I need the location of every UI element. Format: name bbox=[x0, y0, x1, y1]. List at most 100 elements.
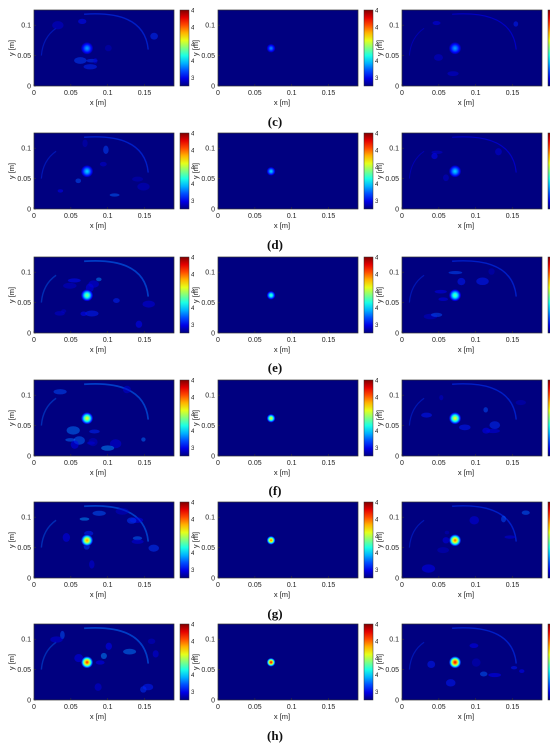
x-tick-label: 0.1 bbox=[287, 582, 297, 589]
x-tick-label: 0.05 bbox=[432, 337, 446, 344]
colorbar-tick-label: 44 bbox=[191, 394, 194, 401]
noise-blob bbox=[54, 311, 65, 316]
ring-artifact bbox=[408, 397, 425, 426]
y-tick-label: 0.05 bbox=[201, 53, 215, 60]
ring-artifact bbox=[408, 274, 425, 303]
plot-frame bbox=[401, 379, 543, 457]
y-tick-label: 0.05 bbox=[385, 53, 399, 60]
x-axis-label: x [m] bbox=[458, 221, 474, 230]
hotspot bbox=[449, 42, 462, 55]
hotspot bbox=[449, 656, 462, 669]
x-axis-label: x [m] bbox=[274, 221, 290, 230]
x-tick-label: 0.15 bbox=[138, 460, 152, 467]
noise-blob bbox=[79, 517, 90, 521]
hotspot bbox=[81, 42, 94, 55]
noise-blob bbox=[70, 440, 79, 449]
x-tick-label: 0.1 bbox=[103, 337, 113, 344]
noise-blob bbox=[67, 278, 81, 283]
y-tick-label: 0.05 bbox=[17, 300, 31, 307]
noise-blob bbox=[60, 630, 65, 640]
colorbar-tick-label: 46 bbox=[375, 378, 378, 385]
plot-background bbox=[218, 380, 358, 456]
x-tick-label: 0.05 bbox=[432, 90, 446, 97]
colorbar-tick-label: 46 bbox=[375, 131, 378, 138]
colorbar bbox=[363, 256, 374, 334]
plot-frame bbox=[401, 623, 543, 701]
colorbar bbox=[179, 623, 190, 701]
noise-blob bbox=[447, 71, 459, 77]
y-axis-label: y [m] bbox=[375, 410, 384, 426]
ring-artifact bbox=[40, 397, 57, 426]
y-tick-label: 0.05 bbox=[17, 176, 31, 183]
y-axis-label: y [m] bbox=[191, 163, 200, 179]
x-tick-label: 0 bbox=[400, 460, 404, 467]
x-tick-label: 0.15 bbox=[138, 337, 152, 344]
colorbar-tick-label: 40 bbox=[375, 550, 378, 557]
colorbar-tick-label: 40 bbox=[375, 305, 378, 312]
colorbar-tick-label: 42 bbox=[375, 533, 378, 540]
plot-background bbox=[218, 257, 358, 333]
noise-blob bbox=[488, 672, 502, 678]
x-tick-label: 0.15 bbox=[322, 337, 336, 344]
x-axis-label: x [m] bbox=[458, 345, 474, 354]
x-axis-label: x [m] bbox=[274, 468, 290, 477]
colorbar-tick-label: 44 bbox=[375, 516, 378, 523]
noise-blob bbox=[63, 282, 77, 289]
ring-artifact bbox=[408, 641, 425, 670]
noise-blob bbox=[430, 312, 443, 317]
colorbar-tick-label: 46 bbox=[375, 255, 378, 262]
noise-blob bbox=[85, 310, 99, 317]
x-tick-label: 0.05 bbox=[432, 460, 446, 467]
noise-blob bbox=[131, 539, 144, 544]
ring-artifact bbox=[452, 505, 517, 542]
colorbar bbox=[547, 379, 550, 457]
x-axis-label: x [m] bbox=[90, 98, 106, 107]
noise-blob bbox=[66, 426, 80, 435]
colorbar-tick-label: 42 bbox=[191, 655, 194, 662]
noise-blob bbox=[80, 311, 87, 317]
y-tick-label: 0.05 bbox=[385, 545, 399, 552]
y-tick-label: 0 bbox=[27, 84, 31, 91]
x-tick-label: 0.1 bbox=[471, 337, 481, 344]
x-tick-label: 0.1 bbox=[471, 704, 481, 711]
x-tick-label: 0 bbox=[32, 582, 36, 589]
x-tick-label: 0.15 bbox=[138, 582, 152, 589]
colorbar-tick-label: 42 bbox=[375, 164, 378, 171]
plot-background bbox=[402, 380, 542, 456]
y-tick-label: 0.1 bbox=[389, 23, 399, 30]
noise-blob bbox=[489, 421, 501, 430]
hotspot bbox=[266, 414, 276, 423]
colorbar-tick-label: 38 bbox=[375, 445, 378, 452]
plot-frame bbox=[217, 9, 359, 87]
noise-blob bbox=[483, 407, 488, 413]
colorbar-tick-label: 46 bbox=[191, 131, 194, 138]
plot-background bbox=[218, 502, 358, 578]
plot-frame bbox=[401, 256, 543, 334]
noise-blob bbox=[439, 395, 444, 401]
x-tick-label: 0.1 bbox=[287, 460, 297, 467]
x-tick-label: 0 bbox=[32, 704, 36, 711]
noise-blob bbox=[52, 21, 64, 30]
y-tick-label: 0 bbox=[211, 84, 215, 91]
colorbar-tick-label: 40 bbox=[375, 672, 378, 679]
y-axis-label: y [m] bbox=[375, 532, 384, 548]
colorbar-tick-label: 42 bbox=[191, 533, 194, 540]
x-tick-label: 0.05 bbox=[248, 704, 262, 711]
colorbar bbox=[179, 256, 190, 334]
noise-blob bbox=[101, 445, 115, 451]
y-tick-label: 0.05 bbox=[201, 300, 215, 307]
plot-frame bbox=[401, 132, 543, 210]
y-tick-label: 0.05 bbox=[201, 176, 215, 183]
y-tick-label: 0 bbox=[395, 84, 399, 91]
noise-blob bbox=[105, 642, 113, 650]
colorbar-tick-label: 44 bbox=[191, 638, 194, 645]
ring-artifact bbox=[40, 641, 57, 670]
x-tick-label: 0.15 bbox=[322, 460, 336, 467]
row-label: (c) bbox=[267, 114, 283, 129]
y-tick-label: 0 bbox=[211, 207, 215, 214]
x-tick-label: 0.1 bbox=[287, 704, 297, 711]
hotspot bbox=[266, 536, 276, 545]
